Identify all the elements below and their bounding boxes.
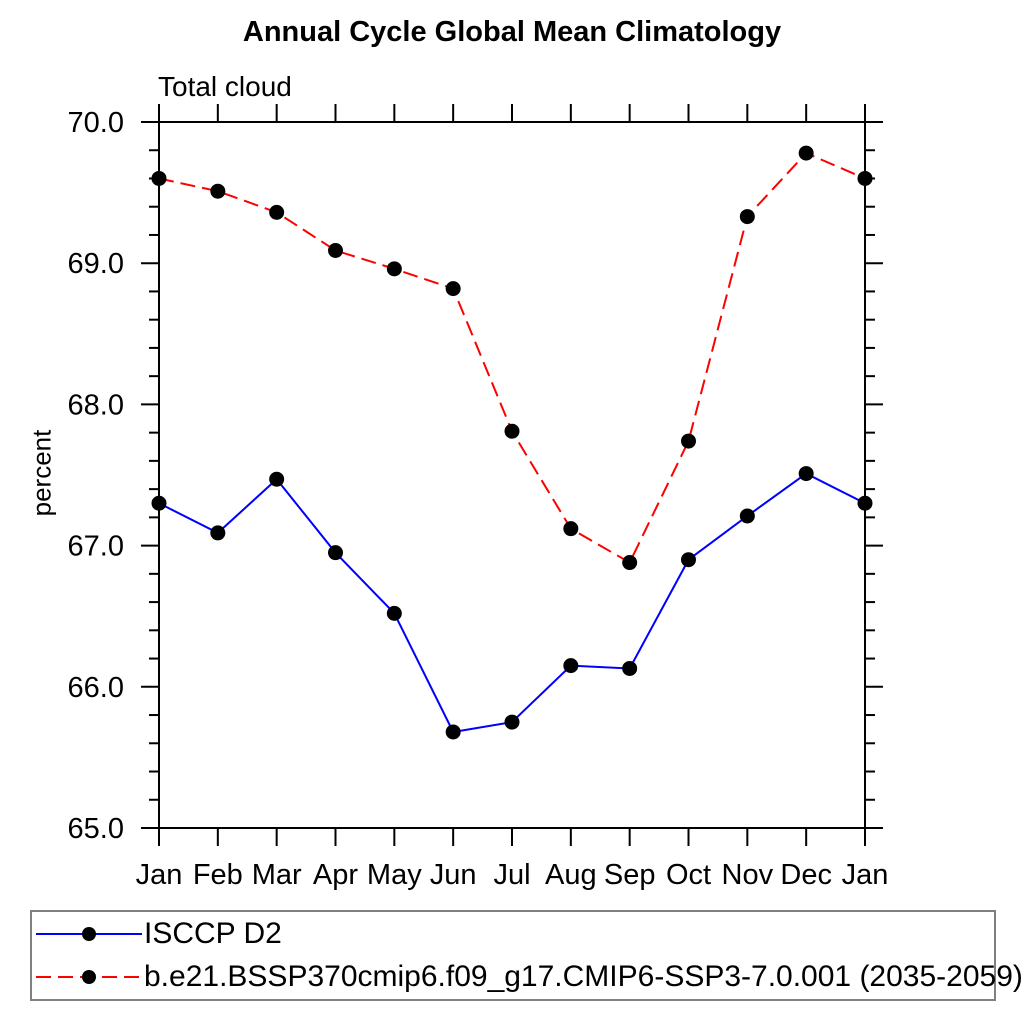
y-axis-tick-label: 65.0 — [68, 813, 124, 845]
x-axis-tick-label: Jul — [493, 859, 530, 891]
data-point-model-dec-11 — [798, 145, 814, 161]
data-point-model-feb-1 — [210, 183, 226, 199]
legend-label-model: b.e21.BSSP370cmip6.f09_g17.CMIP6-SSP3-7.… — [144, 960, 1023, 994]
legend-item-model: b.e21.BSSP370cmip6.f09_g17.CMIP6-SSP3-7.… — [36, 957, 1023, 997]
y-axis-tick-label: 70.0 — [68, 107, 124, 139]
y-axis-tick-label: 69.0 — [68, 248, 124, 280]
series-line-model — [158, 151, 866, 564]
x-axis-tick-label: Sep — [604, 859, 656, 891]
data-point-model-aug-7 — [563, 521, 579, 537]
data-point-model-nov-10 — [739, 209, 755, 225]
data-point-isccp-feb-1 — [210, 525, 226, 541]
data-point-isccp-nov-10 — [739, 508, 755, 524]
data-point-model-sep-8 — [622, 555, 638, 571]
data-point-isccp-jun-5 — [445, 724, 461, 740]
data-point-isccp-jul-6 — [504, 714, 520, 730]
x-axis-tick-label: Apr — [313, 859, 358, 891]
data-point-isccp-dec-11 — [798, 466, 814, 482]
x-axis-tick-label: May — [367, 859, 422, 891]
data-point-isccp-mar-2 — [269, 471, 285, 487]
y-axis-tick-label: 68.0 — [68, 389, 124, 421]
legend-label-isccp: ISCCP D2 — [144, 916, 282, 950]
data-point-isccp-sep-8 — [622, 660, 638, 676]
series-line-isccp — [158, 472, 866, 734]
legend-box: ISCCP D2 b.e21.BSSP370cmip6.f09_g17.CMIP… — [30, 910, 1023, 1001]
y-axis-tick-label: 66.0 — [68, 672, 124, 704]
data-point-model-mar-2 — [269, 204, 285, 220]
x-axis-tick-label: Aug — [545, 859, 597, 891]
legend-item-isccp: ISCCP D2 — [36, 914, 994, 954]
x-axis-tick-label: Mar — [252, 859, 302, 891]
legend-marker-dot-icon — [82, 970, 96, 985]
x-axis-tick-label: Oct — [666, 859, 711, 891]
data-point-isccp-may-4 — [386, 605, 402, 621]
data-point-model-oct-9 — [681, 433, 696, 449]
data-point-model-may-4 — [386, 261, 402, 277]
data-point-model-jan-0 — [151, 170, 167, 186]
data-point-model-jan-12 — [857, 170, 873, 186]
x-axis-tick-label: Dec — [780, 859, 832, 891]
data-point-isccp-aug-7 — [563, 658, 579, 674]
legend-marker-dot-icon — [82, 926, 96, 941]
x-axis-tick-label: Feb — [193, 859, 243, 891]
data-point-isccp-apr-3 — [328, 545, 343, 561]
data-point-isccp-jan-12 — [857, 495, 873, 511]
data-point-model-jun-5 — [445, 281, 461, 297]
chart-title: Annual Cycle Global Mean Climatology — [242, 16, 782, 48]
data-point-model-apr-3 — [328, 242, 343, 258]
chart-subtitle: Total cloud — [158, 71, 292, 102]
x-axis-tick-label: Nov — [722, 859, 774, 891]
x-axis-tick-label: Jan — [842, 859, 889, 891]
y-axis-tick-label: 67.0 — [68, 531, 124, 563]
legend-swatch-dashed-line-icon — [36, 970, 142, 985]
legend-swatch-solid-line-icon — [36, 926, 142, 941]
data-point-model-jul-6 — [504, 423, 520, 439]
data-point-isccp-jan-0 — [151, 495, 167, 511]
data-point-isccp-oct-9 — [681, 552, 696, 568]
x-axis-tick-label: Jun — [430, 859, 477, 891]
x-axis-tick-label: Jan — [136, 859, 183, 891]
